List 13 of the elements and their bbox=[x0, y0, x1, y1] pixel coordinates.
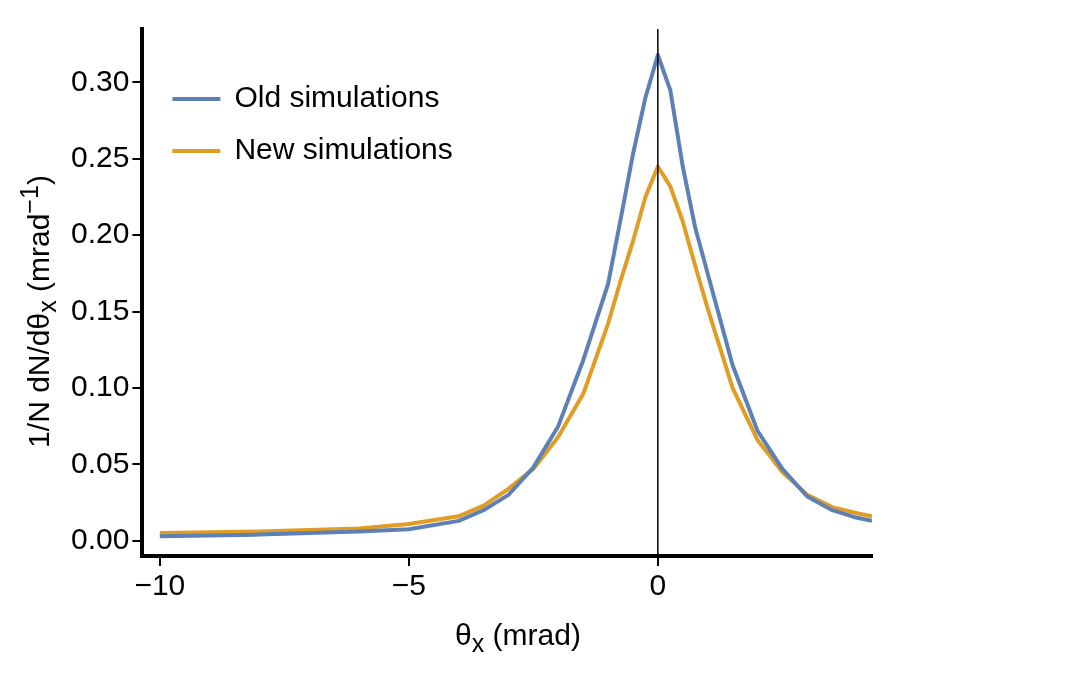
x-axis-title: θ$_{x}$ (mrad) bbox=[454, 618, 582, 658]
y-tick-label: 0.25 bbox=[71, 140, 130, 174]
legend-label: Old simulations bbox=[234, 80, 440, 114]
y-tick-label: 0.20 bbox=[71, 216, 130, 250]
x-tick-label: −5 bbox=[391, 568, 426, 602]
y-tick-label: 0.10 bbox=[71, 369, 130, 403]
x-tick-label: 0 bbox=[649, 568, 667, 602]
y-tick-label: 0.15 bbox=[71, 292, 130, 326]
x-tick-label: −10 bbox=[134, 568, 186, 602]
y-tick-label: 0.30 bbox=[71, 63, 130, 97]
legend-label: New simulations bbox=[234, 132, 453, 166]
y-tick-label: 0.05 bbox=[71, 445, 130, 479]
y-tick-label: 0.00 bbox=[71, 521, 130, 555]
